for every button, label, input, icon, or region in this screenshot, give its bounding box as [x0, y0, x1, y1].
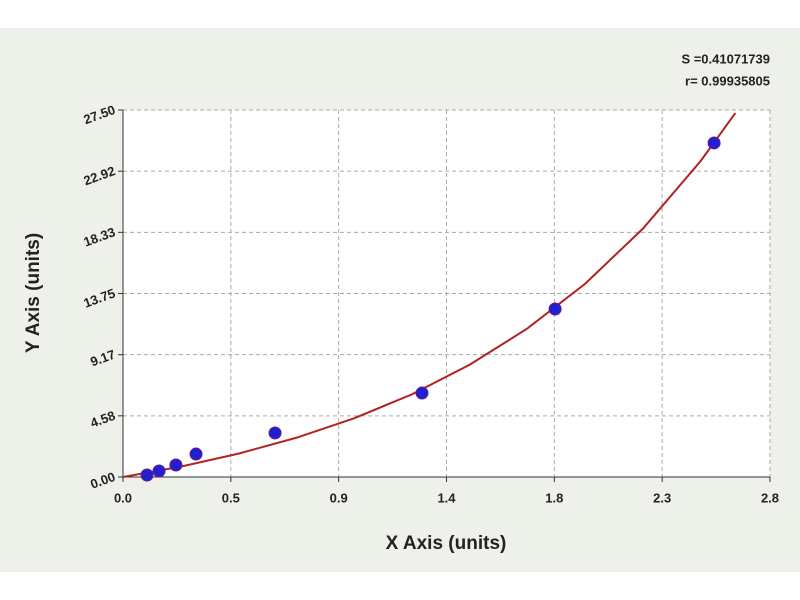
y-axis-title: Y Axis (units) — [23, 233, 44, 353]
fit-curve — [122, 112, 737, 478]
x-tick-label: 0.0 — [114, 490, 132, 505]
x-tick-label: 2.8 — [761, 490, 779, 505]
data-point — [189, 447, 203, 461]
data-point — [140, 468, 154, 482]
x-tick-label: 0.9 — [330, 490, 348, 505]
data-point — [152, 464, 166, 478]
x-tick-label: 1.4 — [437, 490, 456, 505]
annotation: r= 0.99935805 — [685, 73, 770, 88]
x-tick-label: 2.3 — [653, 490, 671, 505]
x-axis-title: X Axis (units) — [386, 533, 507, 554]
annotation: S =0.41071739 — [681, 51, 770, 66]
data-point — [415, 386, 429, 400]
data-point — [268, 426, 282, 440]
x-tick-label: 0.5 — [222, 490, 240, 505]
data-point — [548, 302, 562, 316]
x-tick-label: 1.8 — [545, 490, 563, 505]
data-point — [169, 458, 183, 472]
data-point — [707, 136, 721, 150]
